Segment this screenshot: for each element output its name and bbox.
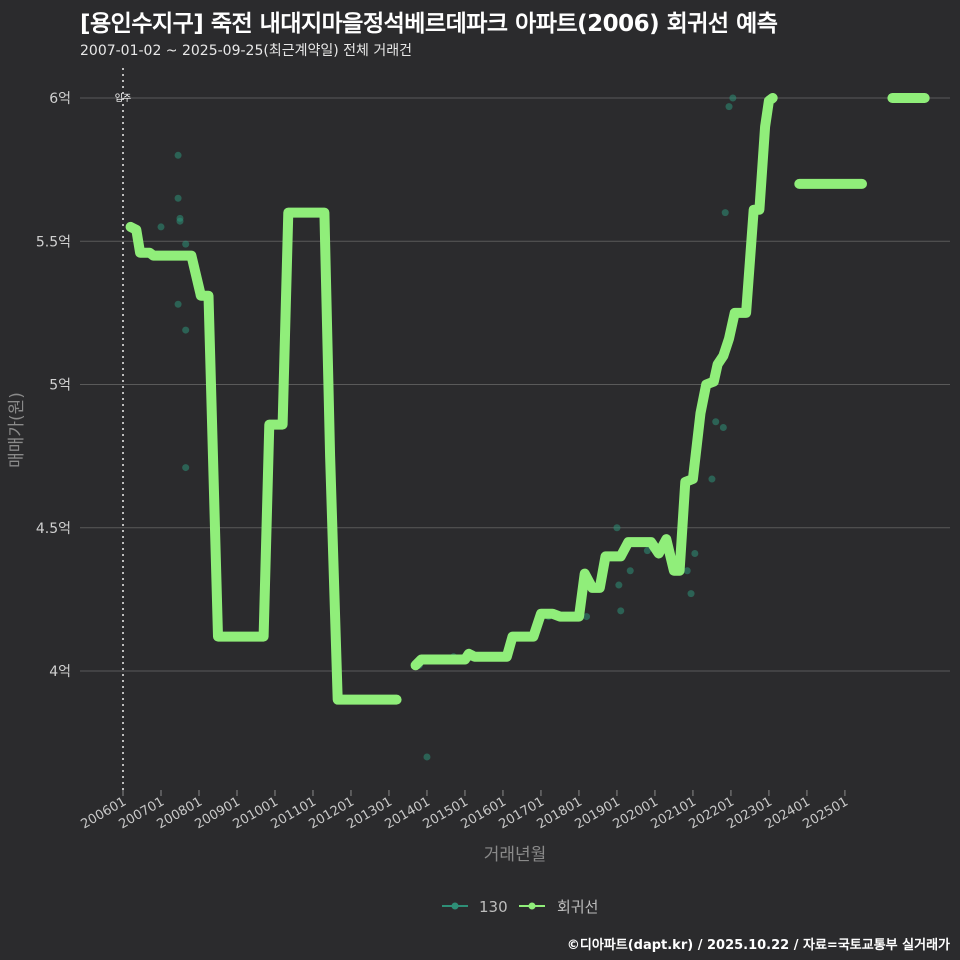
data-point [626, 567, 634, 575]
data-point [719, 423, 727, 431]
data-point [174, 300, 182, 308]
y-axis-label: 매매가(원) [7, 392, 27, 468]
grid-lines [80, 97, 950, 672]
legend-label-130: 130 [479, 898, 508, 916]
data-point [583, 613, 591, 621]
data-point [708, 475, 716, 483]
data-point [174, 194, 182, 202]
data-point [617, 607, 625, 615]
x-axis-label: 거래년월 [484, 845, 547, 865]
data-point [683, 567, 691, 575]
data-point [613, 524, 621, 532]
legend: 130 회귀선 [442, 898, 598, 916]
data-point [182, 326, 190, 334]
y-tick-label: 5억 [49, 378, 71, 394]
y-tick-label: 4.5억 [36, 521, 71, 537]
y-axis-ticks: 4억 4.5억 5억 5.5억 6억 [36, 91, 71, 680]
move-in-marker-label: 입주 [115, 92, 132, 104]
data-point [182, 240, 190, 248]
data-point [712, 418, 720, 426]
data-point [725, 103, 733, 111]
regression-line-series [125, 93, 930, 705]
chart-subtitle: 2007-01-02 ~ 2025-09-25(최근계약일) 전체 거래건 [80, 43, 412, 59]
legend-label-regression: 회귀선 [557, 898, 598, 916]
chart-title: [용인수지구] 죽전 내대지마을정석베르데파크 아파트(2006) 회귀선 예측 [80, 11, 778, 37]
legend-item-130[interactable]: 130 [442, 898, 508, 916]
data-point [182, 464, 190, 472]
data-point [643, 547, 651, 555]
x-axis-ticks: 2006012007012008012009012010012011012012… [79, 790, 851, 832]
regression-segment-1 [410, 93, 778, 671]
data-point [176, 217, 184, 225]
legend-item-regression[interactable]: 회귀선 [519, 898, 598, 916]
y-tick-label: 6억 [49, 91, 71, 107]
footer-credit: ©디아파트(dapt.kr) / 2025.10.22 / 자료=국토교통부 실… [566, 938, 950, 953]
data-point [423, 753, 431, 761]
data-point [729, 94, 737, 102]
y-tick-label: 5.5억 [36, 234, 71, 250]
scatter-series-130 [157, 94, 737, 761]
data-point [691, 550, 699, 558]
y-tick-label: 4억 [49, 664, 71, 680]
data-point [174, 151, 182, 159]
data-point [157, 223, 165, 231]
data-point [615, 581, 623, 589]
regression-segment-0 [125, 207, 402, 705]
legend-swatch-130 [451, 902, 459, 910]
legend-swatch-regression [528, 902, 536, 910]
data-point [687, 590, 695, 598]
data-point [721, 209, 729, 217]
